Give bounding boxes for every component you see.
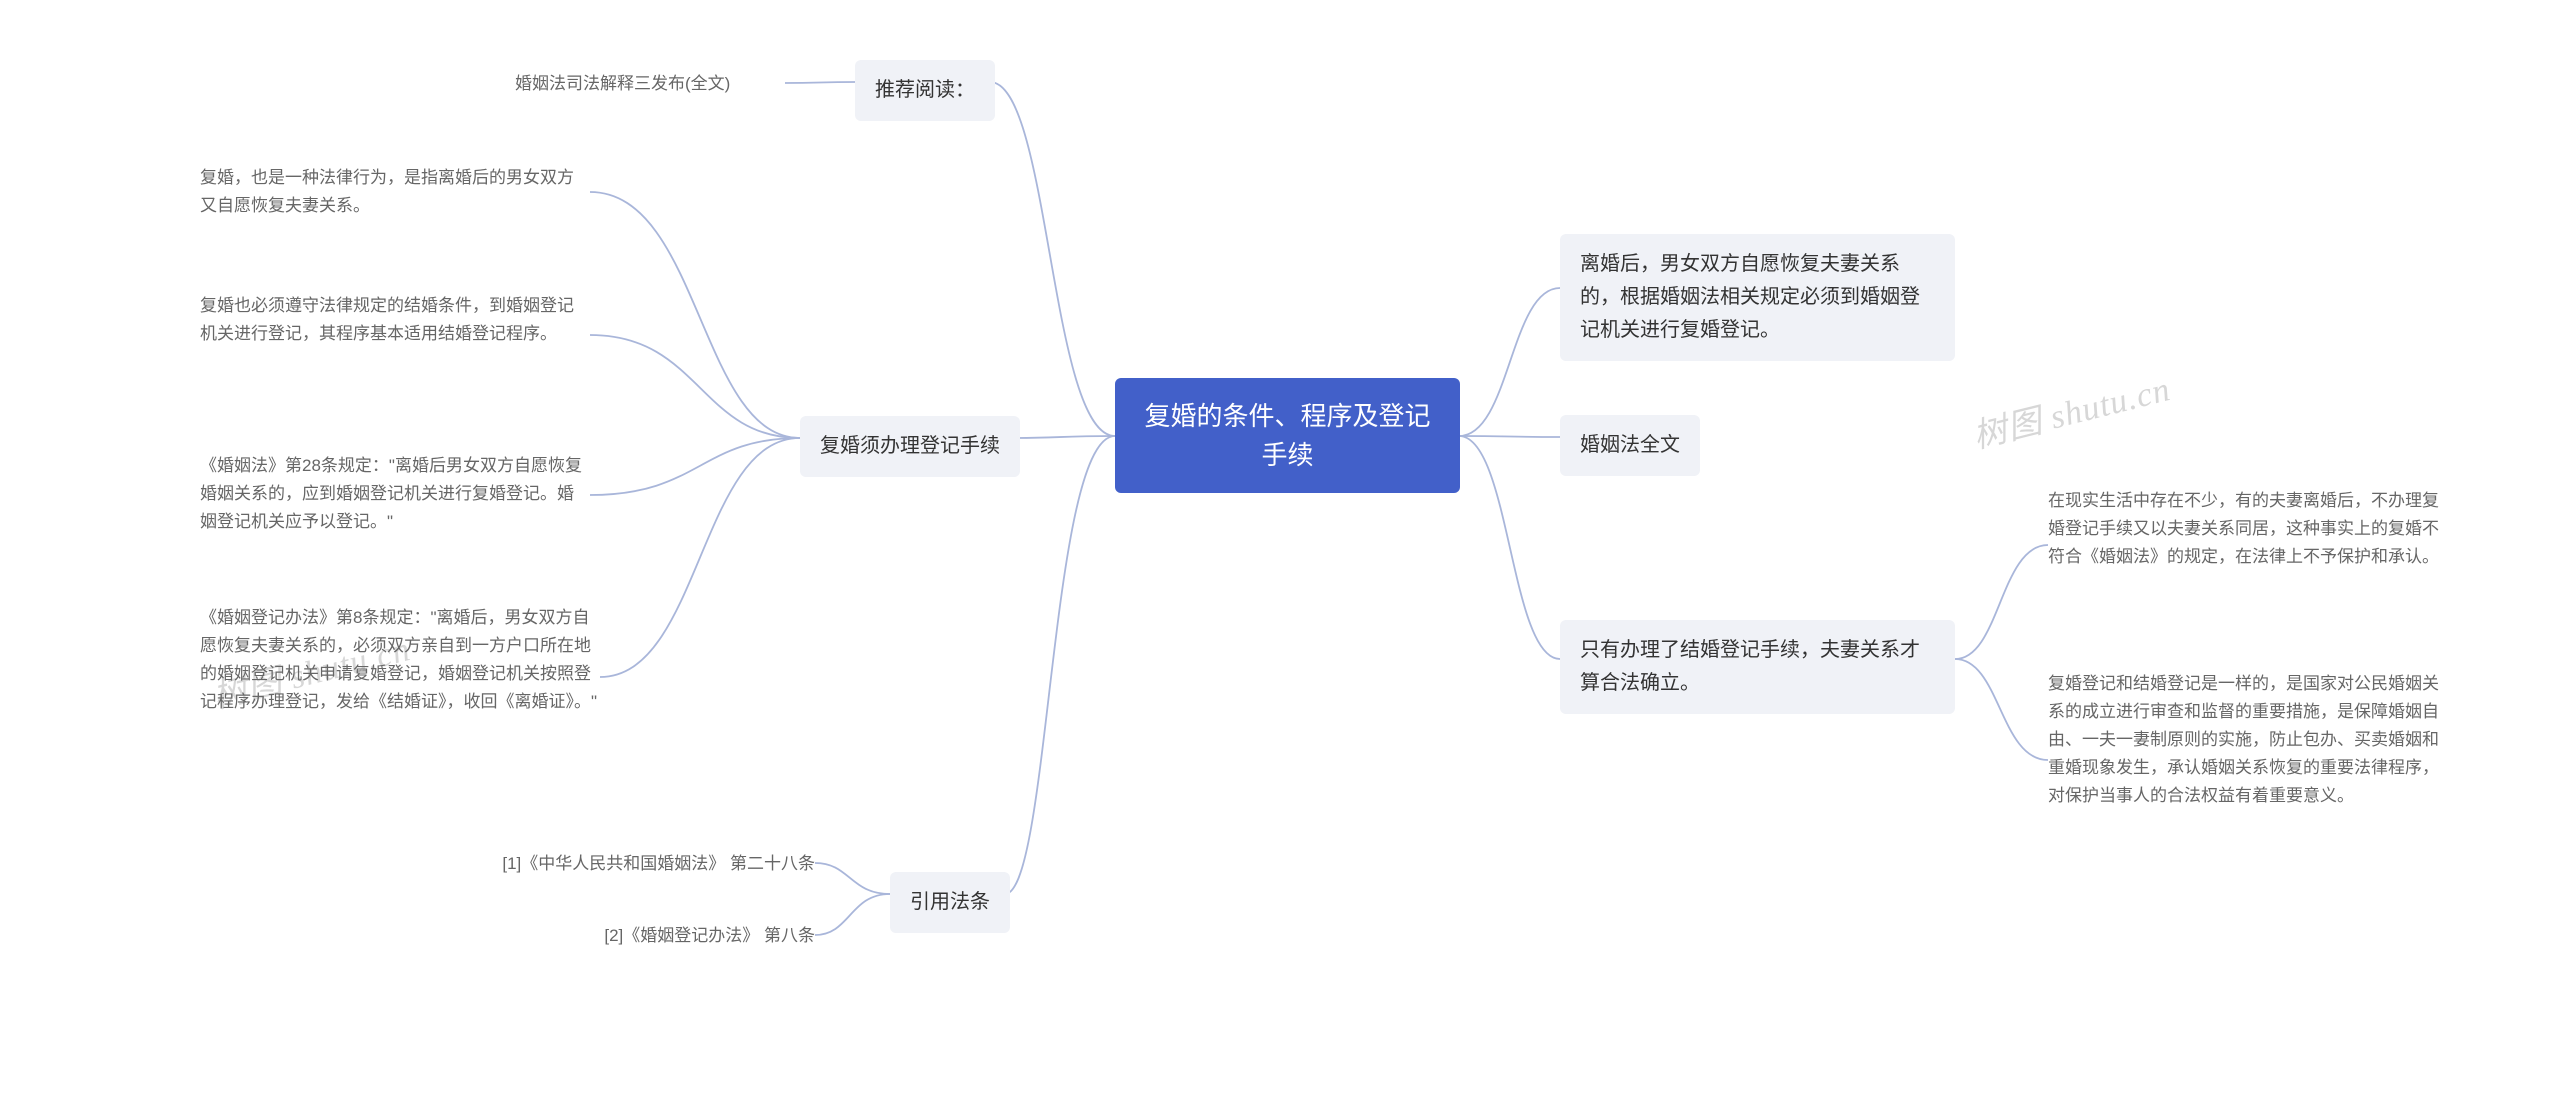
node-r1-text: 离婚后，男女双方自愿恢复夫妻关系的，根据婚姻法相关规定必须到婚姻登记机关进行复婚… <box>1580 248 1935 347</box>
node-l3b[interactable]: [2]《婚姻登记办法》 第八条 <box>565 920 815 952</box>
node-r3a[interactable]: 在现实生活中存在不少，有的夫妻离婚后，不办理复婚登记手续又以夫妻关系同居，这种事… <box>2048 485 2453 573</box>
node-r3b-text: 复婚登记和结婚登记是一样的，是国家对公民婚姻关系的成立进行审查和监督的重要措施，… <box>2048 670 2453 810</box>
edge-root-l3 <box>1005 436 1115 894</box>
edge-root-l1 <box>990 82 1115 436</box>
edge-l1-l1a <box>785 82 855 83</box>
edge-r3-r3a <box>1955 545 2048 659</box>
node-l1a-text: 婚姻法司法解释三发布(全文) <box>515 70 730 98</box>
root-text: 复婚的条件、程序及登记手续 <box>1143 397 1432 475</box>
edge-l2-l2b <box>590 335 800 438</box>
edge-l3-l3b <box>815 894 890 935</box>
node-l3-text: 引用法条 <box>910 886 990 919</box>
node-l2c-text: 《婚姻法》第28条规定："离婚后男女双方自愿恢复婚姻关系的，应到婚姻登记机关进行… <box>200 452 590 536</box>
edge-root-r3 <box>1459 436 1560 659</box>
node-l2[interactable]: 复婚须办理登记手续 <box>800 416 1020 477</box>
node-l3[interactable]: 引用法条 <box>890 872 1010 933</box>
node-l2-text: 复婚须办理登记手续 <box>820 430 1000 463</box>
edge-r3-r3b <box>1955 659 2048 760</box>
node-l2b[interactable]: 复婚也必须遵守法律规定的结婚条件，到婚姻登记机关进行登记，其程序基本适用结婚登记… <box>200 290 590 350</box>
node-l3a-text: [1]《中华人民共和国婚姻法》 第二十八条 <box>502 850 815 878</box>
root-node[interactable]: 复婚的条件、程序及登记手续 <box>1115 378 1460 493</box>
edge-l2-l2d <box>600 438 800 677</box>
node-l1-text: 推荐阅读： <box>875 74 975 107</box>
node-l1a[interactable]: 婚姻法司法解释三发布(全文) <box>515 68 785 100</box>
node-l2d-text: 《婚姻登记办法》第8条规定："离婚后，男女双方自愿恢复夫妻关系的，必须双方亲自到… <box>200 604 600 716</box>
edge-l3-l3a <box>815 863 890 894</box>
node-r3-text: 只有办理了结婚登记手续，夫妻关系才算合法确立。 <box>1580 634 1935 700</box>
node-l2c[interactable]: 《婚姻法》第28条规定："离婚后男女双方自愿恢复婚姻关系的，应到婚姻登记机关进行… <box>200 450 590 538</box>
node-l2a[interactable]: 复婚，也是一种法律行为，是指离婚后的男女双方又自愿恢复夫妻关系。 <box>200 162 590 222</box>
node-l3b-text: [2]《婚姻登记办法》 第八条 <box>604 922 815 950</box>
edge-l2-l2c <box>590 438 800 495</box>
edge-root-r1 <box>1459 288 1560 436</box>
node-l3a[interactable]: [1]《中华人民共和国婚姻法》 第二十八条 <box>445 848 815 880</box>
node-r2-text: 婚姻法全文 <box>1580 429 1680 462</box>
node-r3b[interactable]: 复婚登记和结婚登记是一样的，是国家对公民婚姻关系的成立进行审查和监督的重要措施，… <box>2048 668 2453 812</box>
edge-root-l2 <box>1015 436 1115 438</box>
node-r2[interactable]: 婚姻法全文 <box>1560 415 1700 476</box>
node-r3a-text: 在现实生活中存在不少，有的夫妻离婚后，不办理复婚登记手续又以夫妻关系同居，这种事… <box>2048 487 2453 571</box>
node-l1[interactable]: 推荐阅读： <box>855 60 995 121</box>
edge-root-r2 <box>1459 436 1560 437</box>
node-l2b-text: 复婚也必须遵守法律规定的结婚条件，到婚姻登记机关进行登记，其程序基本适用结婚登记… <box>200 292 590 348</box>
node-r3[interactable]: 只有办理了结婚登记手续，夫妻关系才算合法确立。 <box>1560 620 1955 714</box>
node-r1[interactable]: 离婚后，男女双方自愿恢复夫妻关系的，根据婚姻法相关规定必须到婚姻登记机关进行复婚… <box>1560 234 1955 361</box>
node-l2d[interactable]: 《婚姻登记办法》第8条规定："离婚后，男女双方自愿恢复夫妻关系的，必须双方亲自到… <box>200 602 600 718</box>
node-l2a-text: 复婚，也是一种法律行为，是指离婚后的男女双方又自愿恢复夫妻关系。 <box>200 164 590 220</box>
edge-l2-l2a <box>590 192 800 438</box>
watermark-2: 树图 shutu.cn <box>1967 361 2175 457</box>
